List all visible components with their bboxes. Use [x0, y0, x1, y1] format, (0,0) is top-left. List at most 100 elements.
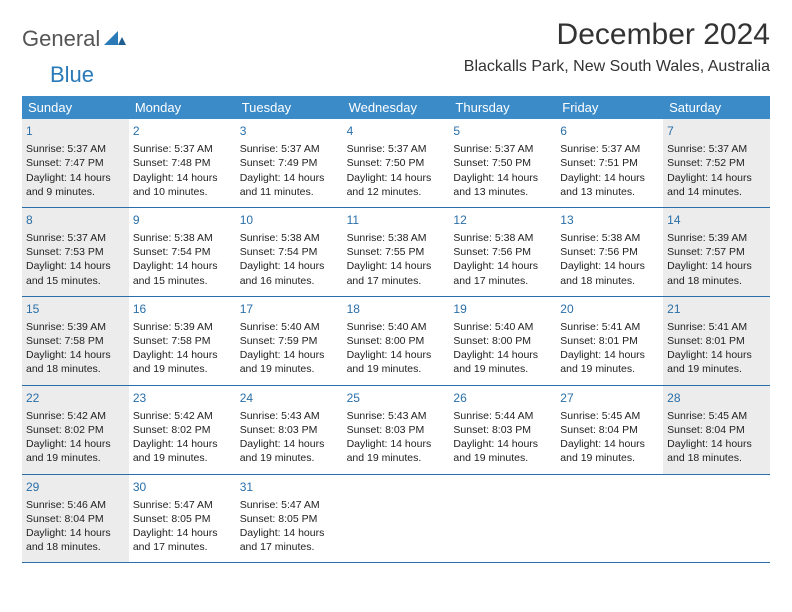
day-info-line: and 12 minutes. — [347, 185, 446, 199]
day-info-line: Daylight: 14 hours — [453, 171, 552, 185]
day-info-line: and 15 minutes. — [133, 274, 232, 288]
day-info-line: Sunset: 7:57 PM — [667, 245, 766, 259]
day-cell — [449, 475, 556, 563]
day-info-line: and 19 minutes. — [240, 451, 339, 465]
day-info-line: Sunset: 8:03 PM — [347, 423, 446, 437]
day-info-line: Daylight: 14 hours — [240, 259, 339, 273]
day-number: 21 — [667, 301, 766, 317]
day-cell: 8Sunrise: 5:37 AMSunset: 7:53 PMDaylight… — [22, 208, 129, 296]
day-info-line: Sunrise: 5:45 AM — [560, 409, 659, 423]
day-info-line: and 15 minutes. — [26, 274, 125, 288]
day-number: 19 — [453, 301, 552, 317]
day-info-line: Sunrise: 5:43 AM — [347, 409, 446, 423]
day-info-line: Daylight: 14 hours — [667, 348, 766, 362]
week-row: 15Sunrise: 5:39 AMSunset: 7:58 PMDayligh… — [22, 297, 770, 386]
day-info-line: Daylight: 14 hours — [667, 171, 766, 185]
day-info-line: Daylight: 14 hours — [667, 437, 766, 451]
day-cell: 5Sunrise: 5:37 AMSunset: 7:50 PMDaylight… — [449, 119, 556, 207]
day-cell: 13Sunrise: 5:38 AMSunset: 7:56 PMDayligh… — [556, 208, 663, 296]
day-of-week-header: SundayMondayTuesdayWednesdayThursdayFrid… — [22, 96, 770, 119]
day-info-line: Sunrise: 5:37 AM — [26, 142, 125, 156]
day-info-line: Daylight: 14 hours — [240, 171, 339, 185]
day-info-line: Daylight: 14 hours — [347, 171, 446, 185]
dow-cell: Thursday — [449, 96, 556, 119]
day-number: 2 — [133, 123, 232, 139]
logo-text-blue: Blue — [50, 62, 94, 88]
day-cell: 21Sunrise: 5:41 AMSunset: 8:01 PMDayligh… — [663, 297, 770, 385]
title-block: December 2024 Blackalls Park, New South … — [464, 18, 770, 76]
day-number: 1 — [26, 123, 125, 139]
day-info-line: Daylight: 14 hours — [347, 437, 446, 451]
day-info-line: Daylight: 14 hours — [26, 348, 125, 362]
day-info-line: Sunset: 8:02 PM — [26, 423, 125, 437]
day-info-line: and 14 minutes. — [667, 185, 766, 199]
day-info-line: and 19 minutes. — [240, 362, 339, 376]
day-info-line: Sunrise: 5:37 AM — [560, 142, 659, 156]
day-info-line: Daylight: 14 hours — [560, 171, 659, 185]
day-number: 31 — [240, 479, 339, 495]
day-info-line: Sunrise: 5:37 AM — [453, 142, 552, 156]
day-cell: 9Sunrise: 5:38 AMSunset: 7:54 PMDaylight… — [129, 208, 236, 296]
day-info-line: Sunrise: 5:41 AM — [667, 320, 766, 334]
week-row: 29Sunrise: 5:46 AMSunset: 8:04 PMDayligh… — [22, 475, 770, 564]
day-cell: 20Sunrise: 5:41 AMSunset: 8:01 PMDayligh… — [556, 297, 663, 385]
day-cell: 4Sunrise: 5:37 AMSunset: 7:50 PMDaylight… — [343, 119, 450, 207]
dow-cell: Saturday — [663, 96, 770, 119]
day-cell: 6Sunrise: 5:37 AMSunset: 7:51 PMDaylight… — [556, 119, 663, 207]
day-info-line: Sunset: 7:54 PM — [133, 245, 232, 259]
day-info-line: Sunset: 8:00 PM — [347, 334, 446, 348]
day-info-line: Daylight: 14 hours — [560, 348, 659, 362]
day-info-line: Sunrise: 5:37 AM — [347, 142, 446, 156]
day-info-line: Sunrise: 5:42 AM — [133, 409, 232, 423]
day-cell: 15Sunrise: 5:39 AMSunset: 7:58 PMDayligh… — [22, 297, 129, 385]
day-number: 26 — [453, 390, 552, 406]
day-cell: 10Sunrise: 5:38 AMSunset: 7:54 PMDayligh… — [236, 208, 343, 296]
day-info-line: Daylight: 14 hours — [667, 259, 766, 273]
day-info-line: and 17 minutes. — [133, 540, 232, 554]
day-cell: 28Sunrise: 5:45 AMSunset: 8:04 PMDayligh… — [663, 386, 770, 474]
day-info-line: Daylight: 14 hours — [560, 259, 659, 273]
day-info-line: Sunrise: 5:42 AM — [26, 409, 125, 423]
day-cell: 16Sunrise: 5:39 AMSunset: 7:58 PMDayligh… — [129, 297, 236, 385]
dow-cell: Tuesday — [236, 96, 343, 119]
month-title: December 2024 — [464, 18, 770, 52]
day-info-line: and 19 minutes. — [453, 362, 552, 376]
day-number: 4 — [347, 123, 446, 139]
day-info-line: and 19 minutes. — [347, 362, 446, 376]
day-cell: 11Sunrise: 5:38 AMSunset: 7:55 PMDayligh… — [343, 208, 450, 296]
logo: General — [22, 26, 128, 52]
day-cell: 19Sunrise: 5:40 AMSunset: 8:00 PMDayligh… — [449, 297, 556, 385]
day-info-line: Sunset: 7:52 PM — [667, 156, 766, 170]
day-cell — [556, 475, 663, 563]
day-info-line: Sunset: 7:58 PM — [26, 334, 125, 348]
day-number: 9 — [133, 212, 232, 228]
day-info-line: Sunrise: 5:44 AM — [453, 409, 552, 423]
day-info-line: Sunset: 8:03 PM — [453, 423, 552, 437]
dow-cell: Monday — [129, 96, 236, 119]
day-info-line: Sunrise: 5:45 AM — [667, 409, 766, 423]
day-cell: 17Sunrise: 5:40 AMSunset: 7:59 PMDayligh… — [236, 297, 343, 385]
day-info-line: and 19 minutes. — [667, 362, 766, 376]
day-info-line: Daylight: 14 hours — [26, 437, 125, 451]
day-cell: 1Sunrise: 5:37 AMSunset: 7:47 PMDaylight… — [22, 119, 129, 207]
day-number: 13 — [560, 212, 659, 228]
day-info-line: Sunset: 7:47 PM — [26, 156, 125, 170]
day-cell: 12Sunrise: 5:38 AMSunset: 7:56 PMDayligh… — [449, 208, 556, 296]
dow-cell: Friday — [556, 96, 663, 119]
day-info-line: and 19 minutes. — [347, 451, 446, 465]
day-info-line: and 10 minutes. — [133, 185, 232, 199]
day-number: 23 — [133, 390, 232, 406]
day-info-line: Sunset: 8:05 PM — [133, 512, 232, 526]
day-info-line: Sunset: 7:48 PM — [133, 156, 232, 170]
day-info-line: Daylight: 14 hours — [133, 348, 232, 362]
week-row: 8Sunrise: 5:37 AMSunset: 7:53 PMDaylight… — [22, 208, 770, 297]
logo-text-general: General — [22, 26, 100, 52]
day-cell: 29Sunrise: 5:46 AMSunset: 8:04 PMDayligh… — [22, 475, 129, 563]
day-cell: 27Sunrise: 5:45 AMSunset: 8:04 PMDayligh… — [556, 386, 663, 474]
day-info-line: Sunrise: 5:38 AM — [560, 231, 659, 245]
day-number: 15 — [26, 301, 125, 317]
day-info-line: Sunset: 7:50 PM — [453, 156, 552, 170]
day-number: 27 — [560, 390, 659, 406]
day-cell: 25Sunrise: 5:43 AMSunset: 8:03 PMDayligh… — [343, 386, 450, 474]
day-info-line: and 16 minutes. — [240, 274, 339, 288]
